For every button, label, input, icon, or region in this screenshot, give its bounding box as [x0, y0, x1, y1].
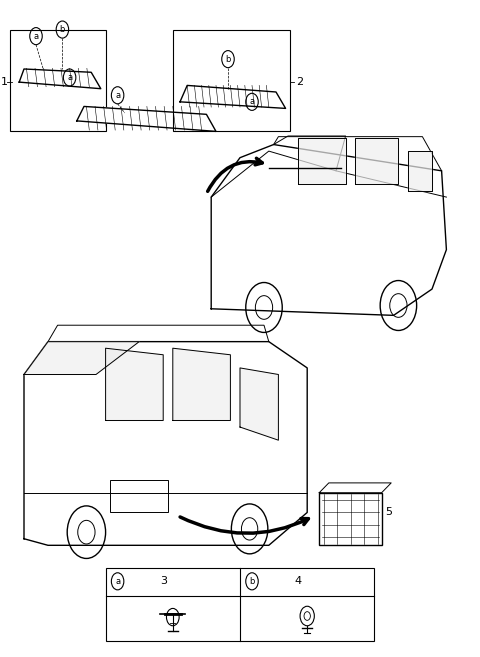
Text: b: b: [225, 55, 231, 64]
Polygon shape: [19, 69, 101, 89]
Polygon shape: [24, 342, 307, 545]
Text: a: a: [115, 91, 120, 100]
Text: a: a: [115, 577, 120, 586]
FancyArrowPatch shape: [208, 158, 262, 191]
Bar: [110, 480, 168, 512]
Polygon shape: [408, 151, 432, 191]
Polygon shape: [355, 138, 398, 184]
Text: b: b: [249, 577, 255, 586]
Polygon shape: [240, 368, 278, 440]
Text: 1: 1: [1, 77, 8, 87]
Text: 2: 2: [297, 77, 303, 87]
Bar: [10, 30, 106, 131]
Polygon shape: [173, 348, 230, 420]
Text: 5: 5: [385, 507, 392, 518]
Bar: [319, 493, 382, 545]
FancyArrowPatch shape: [180, 517, 309, 533]
Polygon shape: [319, 483, 391, 493]
Bar: [106, 568, 374, 641]
Polygon shape: [180, 85, 286, 108]
Text: a: a: [34, 32, 38, 41]
Polygon shape: [24, 342, 139, 374]
Text: 3: 3: [160, 576, 167, 586]
Polygon shape: [77, 106, 216, 131]
Text: a: a: [250, 97, 254, 106]
Bar: [173, 30, 290, 131]
Text: b: b: [60, 25, 65, 34]
Polygon shape: [106, 348, 163, 420]
Polygon shape: [298, 138, 346, 184]
Polygon shape: [211, 145, 446, 315]
Text: a: a: [67, 73, 72, 82]
Text: 4: 4: [294, 576, 301, 586]
